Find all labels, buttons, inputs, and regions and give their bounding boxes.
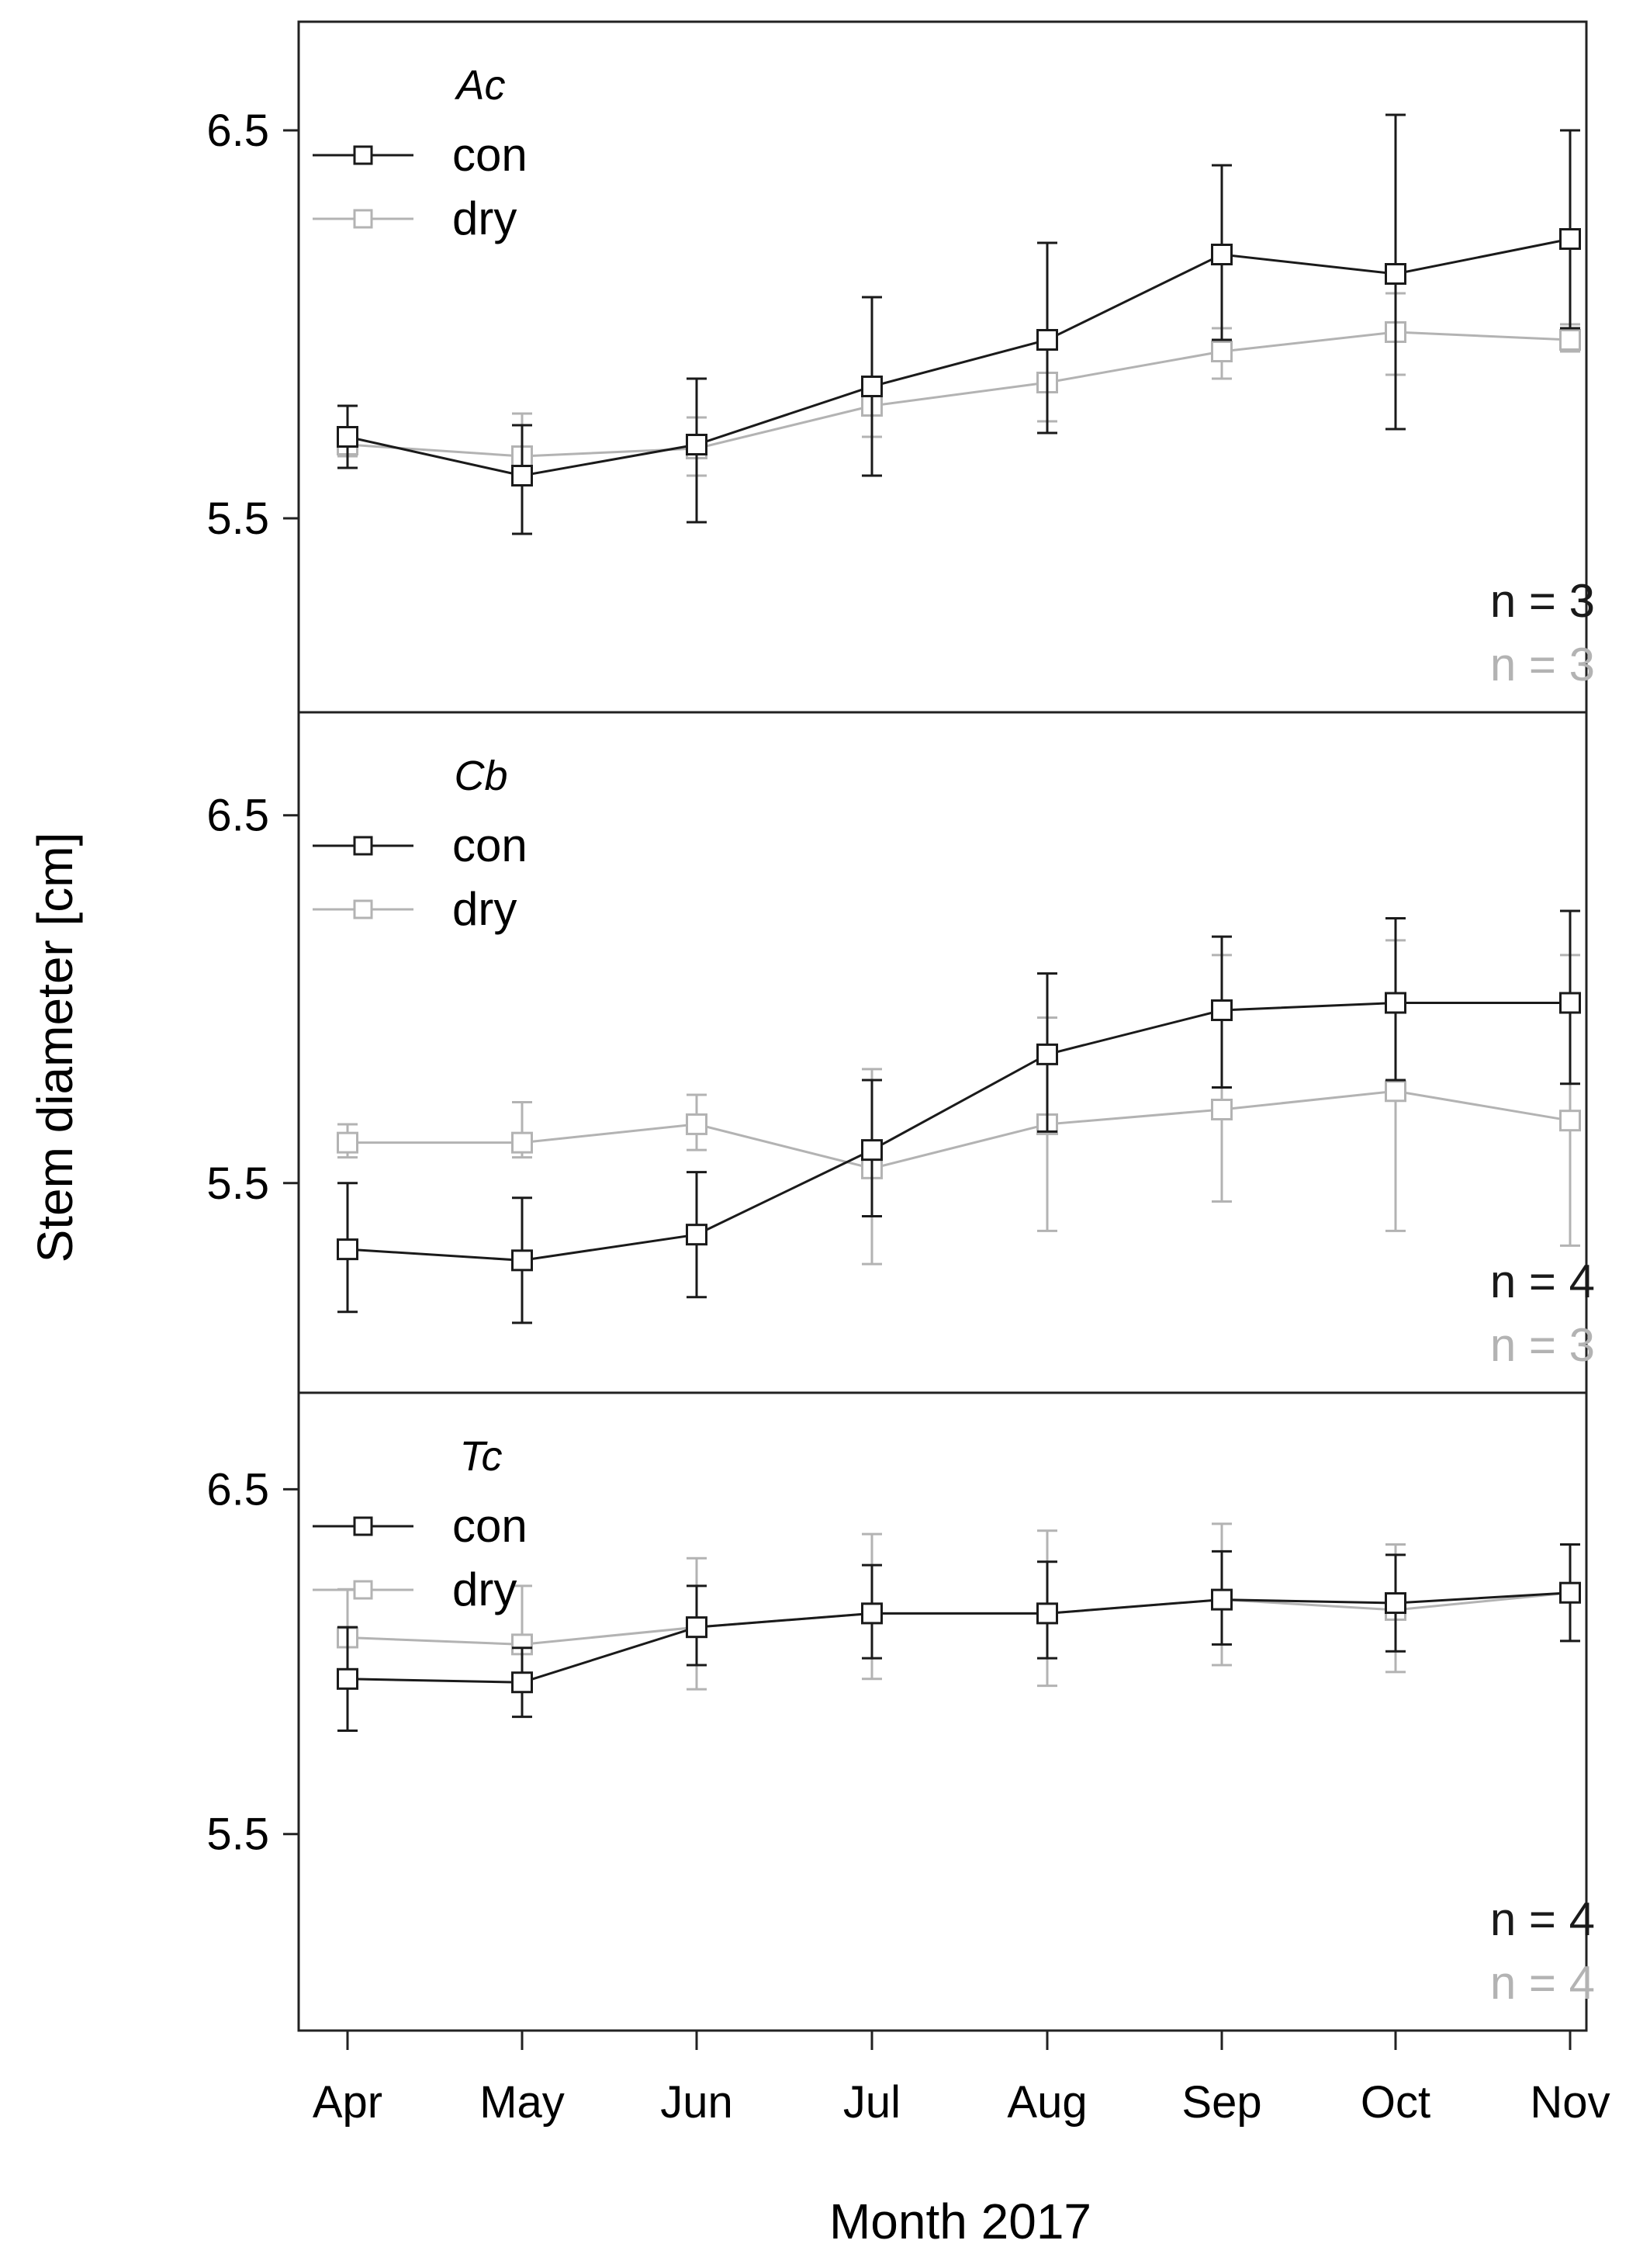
data-point — [686, 1224, 707, 1246]
legend-label: con — [452, 1500, 528, 1552]
panel-ac: 5.5 6.5 Ac con dry n = 3 n = 3 — [206, 20, 1595, 714]
series-line-dry — [348, 1089, 1571, 1170]
data-point — [511, 465, 533, 486]
legend-item-dry: dry — [313, 1563, 517, 1615]
data-point — [686, 1616, 707, 1639]
legend: con dry — [313, 129, 528, 244]
y-tick-label: 6.5 — [206, 791, 269, 841]
y-axis-label: Stem diameter [cm] — [27, 833, 83, 1263]
legend-item-con: con — [313, 819, 528, 871]
y-tick-label: 5.5 — [206, 1809, 269, 1860]
data-point — [686, 434, 707, 455]
x-axis: Apr May Jun Jul Aug Sep Oct Nov — [313, 2031, 1610, 2128]
data-point — [511, 1249, 533, 1272]
data-point — [1211, 1098, 1233, 1120]
n-con-label: n = 4 — [1490, 1255, 1595, 1307]
n-con-label: n = 3 — [1490, 575, 1595, 627]
x-tick-label: Jun — [660, 2077, 733, 2128]
n-dry-label: n = 3 — [1490, 1319, 1595, 1371]
data-point — [337, 426, 358, 448]
legend-label: dry — [452, 192, 517, 244]
data-point — [1036, 329, 1058, 351]
x-tick-label: Sep — [1181, 2077, 1261, 2128]
data-point — [686, 1113, 707, 1135]
data-point — [1559, 992, 1581, 1014]
series-con — [337, 1543, 1581, 1732]
panel-frame — [297, 1391, 1588, 2032]
data-point — [1211, 999, 1233, 1021]
data-point — [1211, 341, 1233, 362]
legend-label: dry — [452, 1563, 517, 1615]
series-dry — [337, 292, 1581, 481]
x-axis-label: Month 2017 — [829, 2194, 1091, 2249]
x-tick-label: Apr — [313, 2077, 382, 2128]
series-con — [337, 909, 1581, 1324]
series-line-con — [347, 1002, 1570, 1262]
panel-tc: 5.5 6.5 Tc con dry n = 4 n = 4 — [206, 1391, 1595, 2032]
data-point — [861, 1602, 883, 1625]
data-point — [337, 1131, 358, 1154]
data-point — [1385, 1592, 1406, 1615]
data-point — [1559, 228, 1581, 250]
series-line-dry — [347, 331, 1571, 458]
panel-frame — [297, 711, 1588, 1394]
data-point — [511, 1671, 533, 1694]
legend-item-dry: dry — [313, 883, 517, 935]
x-tick-label: Oct — [1361, 2077, 1430, 2128]
data-point — [1559, 1581, 1581, 1604]
legend-item-dry: dry — [313, 192, 517, 244]
data-point — [337, 1238, 358, 1261]
y-tick-label: 6.5 — [206, 106, 269, 156]
panel-title: Tc — [459, 1433, 502, 1480]
legend-label: dry — [452, 883, 517, 935]
data-point — [337, 1667, 358, 1690]
y-tick-label: 5.5 — [206, 1158, 269, 1209]
panel-cb: 5.5 6.5 Cb con dry n = 4 n = 3 — [206, 711, 1595, 1394]
legend-item-con: con — [313, 129, 528, 181]
series-line-con — [347, 1591, 1571, 1684]
x-tick-label: Jul — [843, 2077, 901, 2128]
legend-label: con — [452, 819, 528, 871]
x-tick-label: Aug — [1007, 2077, 1087, 2128]
data-point — [1385, 992, 1406, 1014]
data-point — [1211, 244, 1233, 265]
legend: con dry — [313, 1500, 528, 1615]
data-point — [1559, 1110, 1581, 1132]
n-dry-label: n = 4 — [1490, 1957, 1595, 2009]
panel-title: Ac — [454, 62, 505, 109]
data-point — [1211, 1588, 1233, 1611]
data-point — [1036, 1043, 1058, 1065]
series-con — [337, 113, 1581, 535]
x-tick-label: May — [479, 2077, 565, 2128]
data-point — [861, 376, 883, 397]
panel-title: Cb — [454, 753, 507, 799]
legend-label: con — [452, 129, 528, 181]
data-point — [1385, 1080, 1406, 1103]
n-dry-label: n = 3 — [1490, 639, 1595, 691]
n-con-label: n = 4 — [1490, 1893, 1595, 1945]
data-point — [1036, 1602, 1058, 1625]
panels: 5.5 6.5 Ac con dry n = 3 n = 3 5.5 6.5 Cb con dry n … — [206, 20, 1595, 2032]
legend-item-con: con — [313, 1500, 528, 1552]
y-tick-label: 5.5 — [206, 493, 269, 544]
series-line-con — [347, 237, 1571, 477]
data-point — [1559, 329, 1581, 351]
data-point — [1385, 263, 1406, 285]
x-tick-label: Nov — [1530, 2077, 1610, 2128]
data-point — [861, 1139, 883, 1162]
y-tick-label: 6.5 — [206, 1464, 269, 1515]
data-point — [511, 1131, 533, 1154]
legend: con dry — [313, 819, 528, 935]
